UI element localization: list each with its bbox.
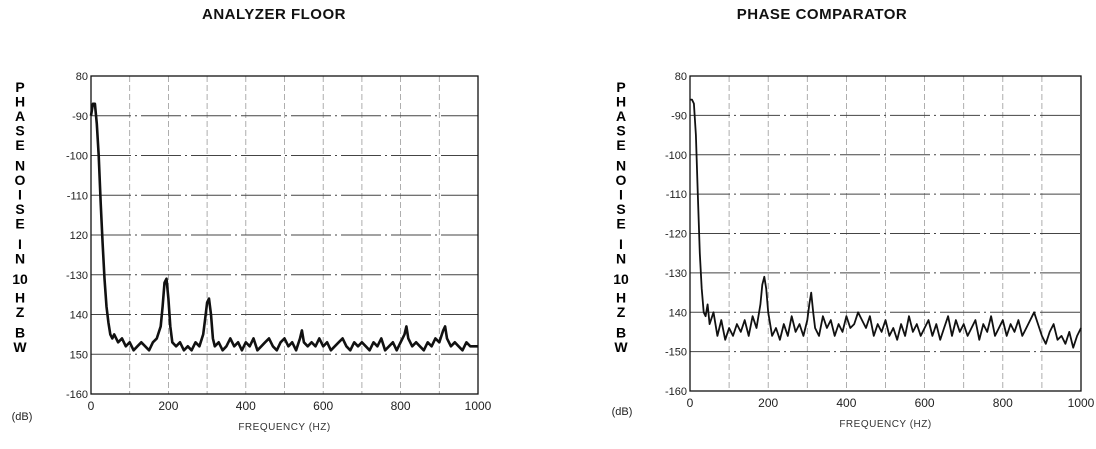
y-axis-label-word: 10 [613, 271, 629, 287]
y-axis-label-letter: H [616, 94, 626, 110]
y-axis-label-letter: E [15, 137, 24, 153]
y-axis-label-letter: I [18, 236, 22, 252]
y-axis-label-letter: B [15, 325, 25, 341]
y-axis-label-letter: N [15, 251, 25, 267]
y-axis-label-letter: A [616, 108, 626, 124]
plot-frame [689, 75, 1082, 392]
x-tick-label: 400 [236, 399, 256, 413]
y-axis-label-letter: N [616, 158, 626, 174]
y-axis-label-letter: E [616, 216, 625, 232]
x-axis-label: FREQUENCY (HZ) [839, 419, 931, 430]
y-axis-label-letter: Z [16, 304, 25, 320]
chart-title: PHASE COMPARATOR [736, 6, 908, 23]
y-axis-label-letter: Z [617, 304, 626, 320]
y-axis-label-letter: N [616, 251, 626, 267]
y-axis-label-letter: B [616, 325, 626, 341]
y-tick-label: -160 [665, 386, 687, 398]
y-tick-label: -120 [665, 229, 687, 241]
y-tick-label: 80 [76, 71, 88, 83]
x-tick-label: 1000 [465, 399, 492, 413]
y-axis-label-letter: I [619, 236, 623, 252]
y-axis-label-letter: E [15, 216, 24, 232]
x-tick-label: 0 [687, 396, 694, 410]
x-tick-label: 400 [836, 396, 856, 410]
y-tick-label: 140 [70, 310, 88, 322]
x-tick-label: 600 [915, 396, 935, 410]
noise-series-line [89, 102, 478, 352]
y-tick-label: 80 [675, 71, 687, 83]
y-axis-label-letter: I [619, 187, 623, 203]
x-tick-label: 200 [158, 399, 178, 413]
y-axis-label-letter: S [616, 123, 625, 139]
y-tick-label: -100 [66, 151, 88, 163]
x-tick-label: 200 [758, 396, 778, 410]
y-tick-label: -110 [67, 190, 88, 202]
y-axis-label-letter: P [616, 79, 625, 95]
y-tick-label: 150 [70, 349, 88, 361]
y-axis-label: P H A S E N O I S E I N 10 H Z B W [613, 79, 629, 355]
y-axis-label-letter: O [15, 172, 26, 188]
x-tick-label: 1000 [1068, 396, 1095, 410]
y-axis-label-letter: P [15, 79, 24, 95]
plot-frame [90, 75, 479, 395]
y-tick-label: -110 [666, 189, 687, 201]
y-axis-label-word: 10 [12, 271, 28, 287]
y-axis-label-letter: H [15, 94, 25, 110]
analyzer-floor-chart: ANALYZER FLOOR 80 -90 -100 -110 120 -130 140 15… [12, 6, 492, 433]
x-tick-label: 600 [313, 399, 333, 413]
y-axis-label-letter: H [15, 290, 25, 306]
y-axis-label-letter: W [614, 339, 628, 355]
y-axis-label-letter: A [15, 108, 25, 124]
y-axis-label-letter: S [616, 201, 625, 217]
y-tick-label: -130 [66, 270, 88, 282]
y-tick-label: -100 [665, 150, 687, 162]
chart-title: ANALYZER FLOOR [202, 6, 346, 23]
noise-series-line [690, 98, 1082, 349]
y-axis-label-letter: S [15, 201, 24, 217]
y-axis-label-letter: W [13, 339, 27, 355]
y-axis-label-letter: N [15, 158, 25, 174]
y-tick-label: -90 [671, 110, 687, 122]
y-axis-label-letter: S [15, 123, 24, 139]
y-tick-label: 120 [70, 230, 88, 242]
phase-comparator-chart: PHASE COMPARATOR 80 -90 -100 -110 -120 -130 14… [548, 0, 1096, 449]
y-axis-label-letter: H [616, 290, 626, 306]
y-axis-label: P H A S E N O I S E I N 10 H Z B W [12, 79, 28, 355]
y-axis-unit: (dB) [12, 411, 33, 423]
x-tick-label: 800 [391, 399, 411, 413]
y-tick-label: -90 [72, 111, 88, 123]
y-axis-label-letter: O [616, 172, 627, 188]
x-axis-label: FREQUENCY (HZ) [238, 422, 330, 433]
y-axis-label-letter: I [18, 187, 22, 203]
y-axis-unit: (dB) [612, 406, 633, 418]
y-tick-label: -150 [665, 347, 687, 359]
y-tick-label: -130 [665, 268, 687, 280]
x-tick-label: 0 [88, 399, 95, 413]
x-tick-label: 800 [993, 396, 1013, 410]
y-axis-label-letter: E [616, 137, 625, 153]
y-tick-label: -160 [66, 389, 88, 401]
y-tick-label: 140 [669, 307, 687, 319]
